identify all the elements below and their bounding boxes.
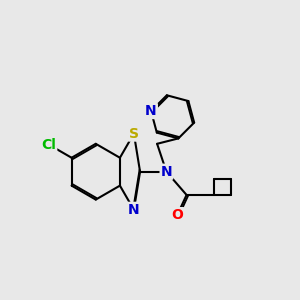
Text: Cl: Cl (41, 138, 56, 152)
Text: N: N (145, 104, 157, 118)
Text: S: S (129, 127, 139, 141)
Text: O: O (171, 208, 183, 222)
Text: N: N (128, 203, 140, 217)
Text: N: N (160, 165, 172, 179)
